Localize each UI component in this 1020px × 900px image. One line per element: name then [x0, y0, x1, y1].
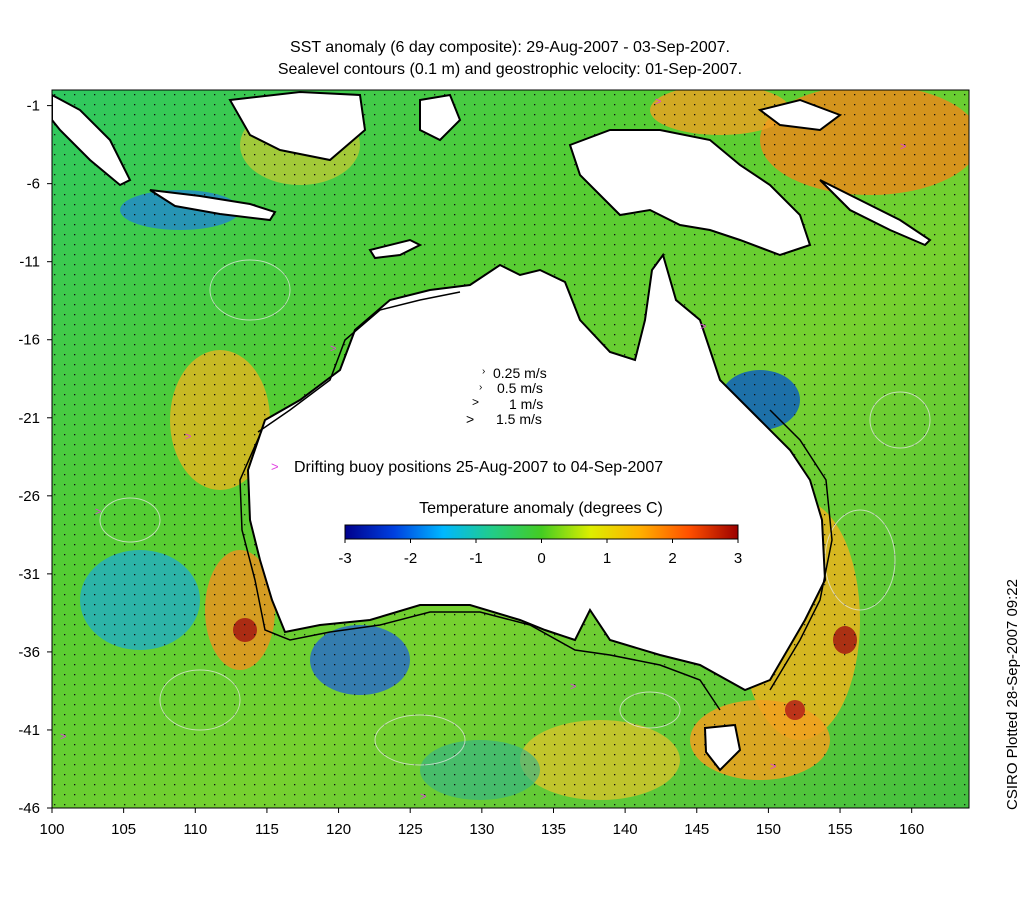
java-landmass [149, 189, 277, 222]
lat-tick-label: -6 [27, 176, 40, 193]
colorbar-tick-label: 3 [734, 550, 742, 567]
svg-text:>: > [95, 506, 101, 518]
lat-tick-label: -31 [18, 566, 40, 583]
lat-tick-label: -1 [27, 98, 40, 115]
colorbar-tick-label: -1 [469, 550, 482, 567]
lat-tick-label: -41 [18, 722, 40, 739]
colorbar-tick-label: 2 [668, 550, 676, 567]
svg-text:>: > [185, 431, 191, 443]
velocity-legend-label-0: 0.25 m/s [493, 365, 547, 381]
tasmania-landmass [703, 723, 742, 772]
shelf-contour-line [239, 291, 833, 711]
lon-tick-label: 120 [326, 821, 351, 838]
colorbar-tick-label: 1 [603, 550, 611, 567]
borneo-landmass [228, 90, 367, 162]
land-masses [52, 90, 932, 772]
svg-text:>: > [770, 761, 776, 773]
lon-tick-label: 130 [469, 821, 494, 838]
buoy-legend: > Drifting buoy positions 25-Aug-2007 to… [271, 459, 663, 476]
svg-text:›: › [482, 366, 485, 377]
lon-tick-label: 105 [111, 821, 136, 838]
colorbar-tick-label: -3 [338, 550, 351, 567]
solomons-landmass [819, 179, 932, 247]
lat-tick-label: -26 [18, 488, 40, 505]
svg-text:>: > [420, 791, 426, 803]
svg-text:>: > [330, 343, 336, 355]
longitude-axis: 100 105 110 115 120 125 130 135 140 145 150 155 160 [39, 808, 924, 838]
timor-landmass [368, 238, 423, 260]
map-plot-area: > > > > > > > > > > [52, 90, 969, 808]
svg-text:›: › [479, 382, 482, 393]
svg-text:>: > [700, 321, 706, 333]
svg-text:>: > [570, 681, 576, 693]
buoy-legend-label: Drifting buoy positions 25-Aug-2007 to 0… [294, 459, 663, 476]
lon-tick-label: 110 [183, 821, 207, 838]
lon-tick-label: 125 [398, 821, 423, 838]
lon-tick-label: 155 [828, 821, 853, 838]
csiro-credit: CSIRO Plotted 28-Sep-2007 09:22 [1004, 579, 1020, 810]
lon-tick-label: 145 [684, 821, 709, 838]
lon-tick-label: 115 [255, 821, 279, 838]
svg-text:>: > [472, 395, 479, 409]
svg-text:>: > [655, 96, 661, 108]
map-title-line-2: Sealevel contours (0.1 m) and geostrophi… [277, 61, 743, 78]
svg-text:>: > [900, 141, 906, 153]
colorbar-gradient [345, 525, 738, 539]
lat-tick-label: -21 [18, 410, 40, 427]
latitude-axis: -1 -6 -11 -16 -21 -26 -31 -36 -41 -46 [18, 98, 52, 817]
temperature-colorbar: Temperature anomaly (degrees C) -3 -2 -1 0 1… [338, 500, 742, 567]
lon-tick-label: 100 [39, 821, 64, 838]
colorbar-title: Temperature anomaly (degrees C) [419, 500, 663, 517]
velocity-legend-label-2: 1 m/s [509, 396, 543, 412]
lon-tick-label: 135 [541, 821, 566, 838]
lat-tick-label: -11 [19, 254, 40, 271]
australia-landmass [246, 252, 827, 692]
sumatra-landmass [52, 93, 132, 187]
svg-text:>: > [60, 731, 66, 743]
colorbar-tick-label: -2 [404, 550, 417, 567]
lat-tick-label: -36 [18, 644, 40, 661]
lat-tick-label: -46 [18, 800, 40, 817]
sulawesi-landmass [419, 93, 462, 142]
velocity-legend-label-3: 1.5 m/s [496, 411, 542, 427]
velocity-legend: › 0.25 m/s › 0.5 m/s > 1 m/s > 1.5 m/s [466, 365, 547, 427]
lon-tick-label: 140 [613, 821, 638, 838]
colorbar-fill [345, 525, 738, 539]
new-britain-landmass [757, 98, 843, 132]
new-guinea-landmass [568, 129, 812, 257]
lat-tick-label: -16 [18, 332, 40, 349]
lon-tick-label: 150 [756, 821, 781, 838]
map-title-line-1: SST anomaly (6 day composite): 29-Aug-20… [290, 39, 730, 56]
lon-tick-label: 160 [899, 821, 924, 838]
velocity-legend-label-1: 0.5 m/s [497, 380, 543, 396]
svg-text:>: > [466, 411, 474, 427]
colorbar-tick-label: 0 [537, 550, 545, 567]
map-frame [51, 89, 970, 809]
colorbar-ticks: -3 -2 -1 0 1 2 3 [338, 539, 742, 567]
drifting-buoy-markers: > > > > > > > > > > [60, 96, 906, 803]
buoy-legend-marker: > [271, 459, 279, 474]
